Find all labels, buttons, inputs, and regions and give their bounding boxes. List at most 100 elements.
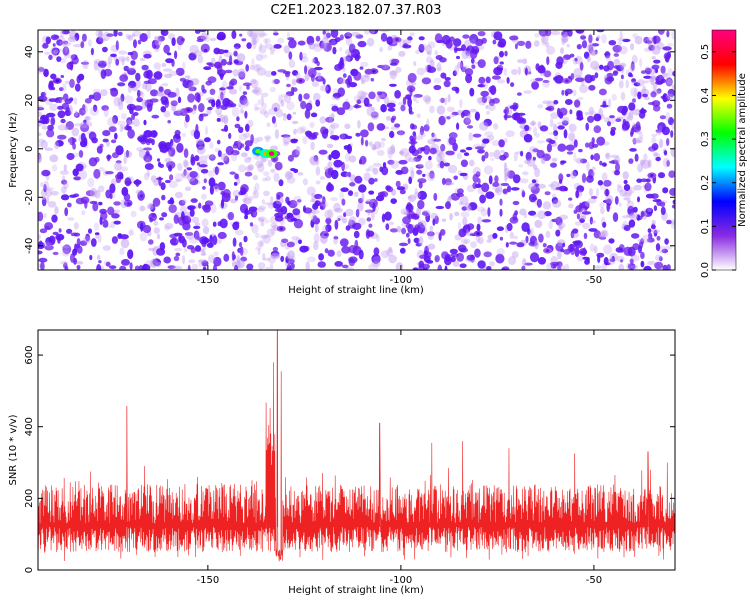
heatmap-cell [331, 39, 336, 47]
heatmap-cell [216, 112, 223, 118]
heatmap-cell [361, 74, 370, 83]
heatmap-cell [142, 224, 152, 234]
heatmap-cell [136, 89, 141, 98]
heatmap-cell [217, 162, 225, 166]
heatmap-cell [574, 99, 581, 108]
heatmap-cell [651, 229, 660, 234]
heatmap-cell [398, 242, 409, 247]
heatmap-cell [315, 180, 321, 185]
heatmap-cell [101, 105, 109, 111]
heatmap-cell [76, 75, 81, 84]
heatmap-cell [239, 246, 244, 256]
heatmap-cell [260, 234, 269, 239]
heatmap-cell [409, 87, 413, 97]
heatmap-cell [81, 61, 89, 65]
heatmap-cell [542, 243, 547, 248]
heatmap-cell [301, 52, 307, 60]
heatmap-cell [631, 78, 637, 83]
heatmap-cell [135, 189, 145, 195]
heatmap-cell [60, 75, 65, 78]
heatmap-cell [174, 129, 181, 137]
heatmap-cell [606, 202, 610, 212]
heatmap-cell [126, 119, 131, 125]
heatmap-cell [198, 202, 202, 209]
heatmap-cell [395, 66, 402, 73]
heatmap-cell [476, 97, 484, 104]
heatmap-cell [454, 65, 459, 76]
heatmap-cell [73, 44, 82, 48]
heatmap-cell [500, 149, 505, 153]
heatmap-cell [506, 77, 510, 84]
heatmap-cell [288, 51, 293, 60]
heatmap-cell [325, 224, 332, 233]
heatmap-cell [282, 113, 287, 121]
heatmap-cell [227, 211, 235, 221]
heatmap-cell [325, 116, 335, 123]
heatmap-cell [168, 180, 178, 189]
heatmap-cell [102, 138, 109, 143]
heatmap-cell [175, 67, 185, 76]
heatmap-cell [645, 207, 654, 215]
heatmap-cell [430, 59, 435, 68]
heatmap-cell [270, 196, 274, 204]
heatmap-cell [287, 37, 295, 41]
heatmap-cell [643, 75, 652, 79]
heatmap-cell [630, 131, 634, 137]
heatmap-cell [534, 33, 540, 38]
heatmap-cell [38, 143, 43, 147]
heatmap-cell [360, 91, 368, 96]
heatmap-cell [251, 89, 259, 94]
heatmap-cell [61, 245, 70, 249]
heatmap-cell [209, 185, 214, 195]
heatmap-cell [220, 74, 224, 80]
heatmap-cell [233, 181, 238, 186]
heatmap-cell [230, 152, 238, 162]
heatmap-cell [452, 260, 460, 267]
heatmap-cell [647, 159, 652, 168]
heatmap-cell [532, 148, 539, 153]
heatmap-cell [419, 43, 428, 52]
heatmap-cell [66, 152, 75, 161]
heatmap-cell [440, 72, 447, 79]
heatmap-cell [79, 121, 89, 129]
heatmap-cell [96, 254, 101, 261]
heatmap-cell [633, 82, 641, 87]
heatmap-cell [417, 190, 427, 200]
heatmap-cell [385, 248, 394, 257]
heatmap-cell [586, 161, 590, 172]
heatmap-cell [532, 164, 538, 170]
heatmap-cell [126, 56, 130, 62]
snr-y-tick-label: 400 [24, 417, 35, 436]
heatmap-cell [201, 204, 210, 211]
heatmap-cell [183, 160, 189, 169]
heatmap-cell [376, 91, 383, 96]
heatmap-cell [244, 171, 253, 177]
heatmap-cell [244, 209, 252, 215]
heatmap-cell [480, 90, 490, 97]
heatmap-cell [193, 225, 201, 230]
heatmap-cell [456, 252, 464, 262]
heatmap-cell [109, 265, 117, 270]
heatmap-cell [503, 67, 508, 76]
heatmap-cell [481, 219, 492, 223]
heatmap-cell [672, 70, 675, 77]
heatmap-cell [219, 218, 228, 229]
heatmap-cell [640, 251, 645, 259]
heatmap-cell [487, 207, 491, 217]
heatmap-cell [387, 150, 393, 159]
heatmap-cell [239, 247, 249, 256]
heatmap-cell [441, 34, 451, 45]
heatmap-cell [666, 93, 674, 100]
heatmap-cell [494, 175, 499, 184]
heatmap-cell [396, 186, 406, 191]
heatmap-cell [164, 225, 171, 231]
heatmap-cell [257, 217, 265, 222]
heatmap-cell [603, 65, 610, 72]
heatmap-cell [427, 173, 436, 182]
heatmap-cell [262, 253, 266, 260]
heatmap-cell [398, 50, 406, 57]
heatmap-cell [245, 123, 250, 132]
heatmap-cell [559, 107, 568, 116]
heatmap-cell [608, 238, 615, 244]
